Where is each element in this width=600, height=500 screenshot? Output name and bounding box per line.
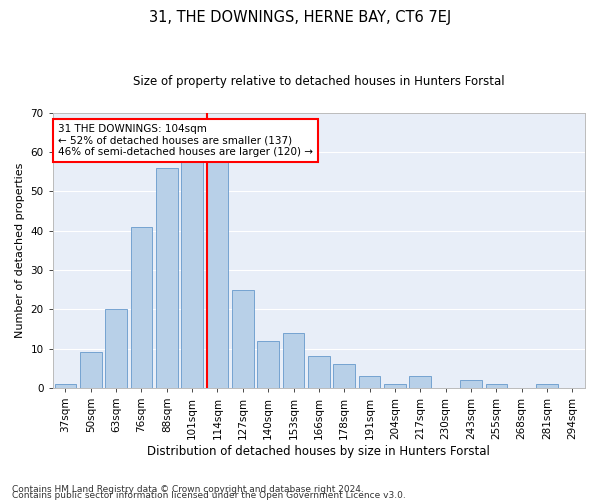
Bar <box>106 309 127 388</box>
Bar <box>334 364 355 388</box>
Text: Contains public sector information licensed under the Open Government Licence v3: Contains public sector information licen… <box>12 491 406 500</box>
Text: 31, THE DOWNINGS, HERNE BAY, CT6 7EJ: 31, THE DOWNINGS, HERNE BAY, CT6 7EJ <box>149 10 451 25</box>
Bar <box>80 352 101 388</box>
Bar <box>409 376 431 388</box>
Text: 31 THE DOWNINGS: 104sqm
← 52% of detached houses are smaller (137)
46% of semi-d: 31 THE DOWNINGS: 104sqm ← 52% of detache… <box>58 124 313 157</box>
Bar <box>485 384 507 388</box>
Bar <box>257 340 279 388</box>
Bar <box>232 290 254 388</box>
Title: Size of property relative to detached houses in Hunters Forstal: Size of property relative to detached ho… <box>133 75 505 88</box>
Bar <box>55 384 76 388</box>
Bar <box>359 376 380 388</box>
Text: Contains HM Land Registry data © Crown copyright and database right 2024.: Contains HM Land Registry data © Crown c… <box>12 484 364 494</box>
Bar <box>206 160 228 388</box>
Bar <box>536 384 558 388</box>
Bar <box>156 168 178 388</box>
Bar <box>283 333 304 388</box>
Y-axis label: Number of detached properties: Number of detached properties <box>15 162 25 338</box>
Bar <box>308 356 329 388</box>
X-axis label: Distribution of detached houses by size in Hunters Forstal: Distribution of detached houses by size … <box>148 444 490 458</box>
Bar <box>181 156 203 388</box>
Bar <box>460 380 482 388</box>
Bar <box>131 226 152 388</box>
Bar <box>384 384 406 388</box>
